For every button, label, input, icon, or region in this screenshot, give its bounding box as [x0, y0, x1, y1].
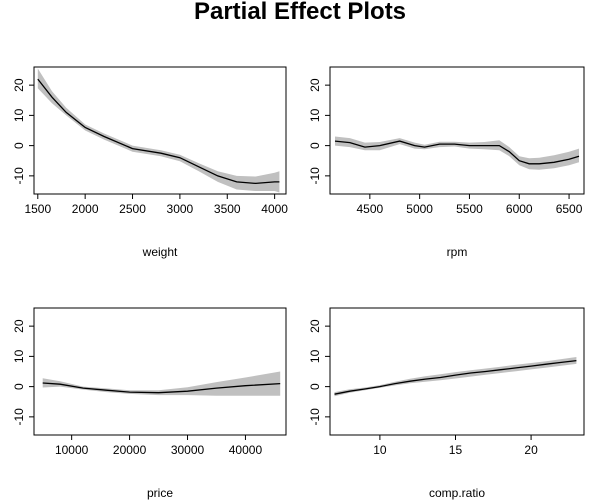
- x-tick-label: 3500: [214, 202, 241, 216]
- y-tick-label: -10: [12, 408, 26, 426]
- plot-frame: [33, 66, 287, 195]
- x-tick-label: 3000: [167, 202, 194, 216]
- y-tick-label: 20: [12, 78, 26, 92]
- y-tick-label: 20: [308, 319, 322, 333]
- y-tick-label: -10: [308, 408, 322, 426]
- x-axis-label: price: [147, 486, 173, 500]
- y-tick-label: 0: [12, 142, 26, 149]
- panel-rpm: 4500 5000 5500 6000 6500 -10 0 10 20 rpm: [308, 66, 585, 259]
- plot-frame: [33, 307, 287, 436]
- x-tick-label: 10: [373, 443, 387, 457]
- x-tick-label: 1500: [24, 202, 51, 216]
- x-tick-label: 40000: [229, 443, 263, 457]
- y-tick-label: 0: [308, 142, 322, 149]
- y-tick-label: 10: [12, 349, 26, 363]
- plot-frame: [329, 66, 585, 195]
- x-tick-label: 15: [449, 443, 463, 457]
- x-tick-label: 5000: [406, 202, 433, 216]
- x-tick-label: 4000: [261, 202, 288, 216]
- x-axis-label: rpm: [447, 245, 468, 259]
- y-tick-label: 10: [12, 108, 26, 122]
- x-tick-label: 4500: [356, 202, 383, 216]
- y-tick-label: 0: [308, 383, 322, 390]
- x-tick-label: 10000: [55, 443, 89, 457]
- x-tick-label: 5500: [456, 202, 483, 216]
- confidence-band: [37, 68, 280, 193]
- plot-frame: [329, 307, 585, 436]
- x-tick-label: 20000: [113, 443, 147, 457]
- x-axis-label: weight: [142, 245, 178, 259]
- x-tick-label: 6000: [506, 202, 533, 216]
- panel-price: 10000 20000 30000 40000 -10 0 10 20 price: [12, 307, 287, 500]
- panel-weight: 1500 2000 2500 3000 3500 4000 -10 0 10 20 weight: [12, 66, 288, 259]
- y-tick-label: 20: [308, 78, 322, 92]
- x-tick-label: 2000: [72, 202, 99, 216]
- x-tick-label: 2500: [119, 202, 146, 216]
- confidence-band: [335, 136, 579, 170]
- y-tick-label: 10: [308, 349, 322, 363]
- effect-line: [37, 78, 280, 185]
- x-tick-label: 6500: [556, 202, 583, 216]
- confidence-band: [334, 357, 577, 397]
- x-axis-label: comp.ratio: [429, 486, 485, 500]
- panel-comp.ratio: 10 15 20 -10 0 10 20 comp.ratio: [308, 307, 585, 500]
- y-tick-label: 20: [12, 319, 26, 333]
- effect-line: [42, 382, 281, 394]
- y-tick-label: 10: [308, 108, 322, 122]
- y-tick-label: -10: [12, 167, 26, 185]
- chart-title: Partial Effect Plots: [193, 0, 407, 25]
- y-tick-label: -10: [308, 167, 322, 185]
- x-tick-label: 20: [524, 443, 538, 457]
- effect-line: [334, 359, 577, 395]
- y-tick-label: 0: [12, 383, 26, 390]
- x-tick-label: 30000: [171, 443, 205, 457]
- effect-line: [334, 140, 580, 165]
